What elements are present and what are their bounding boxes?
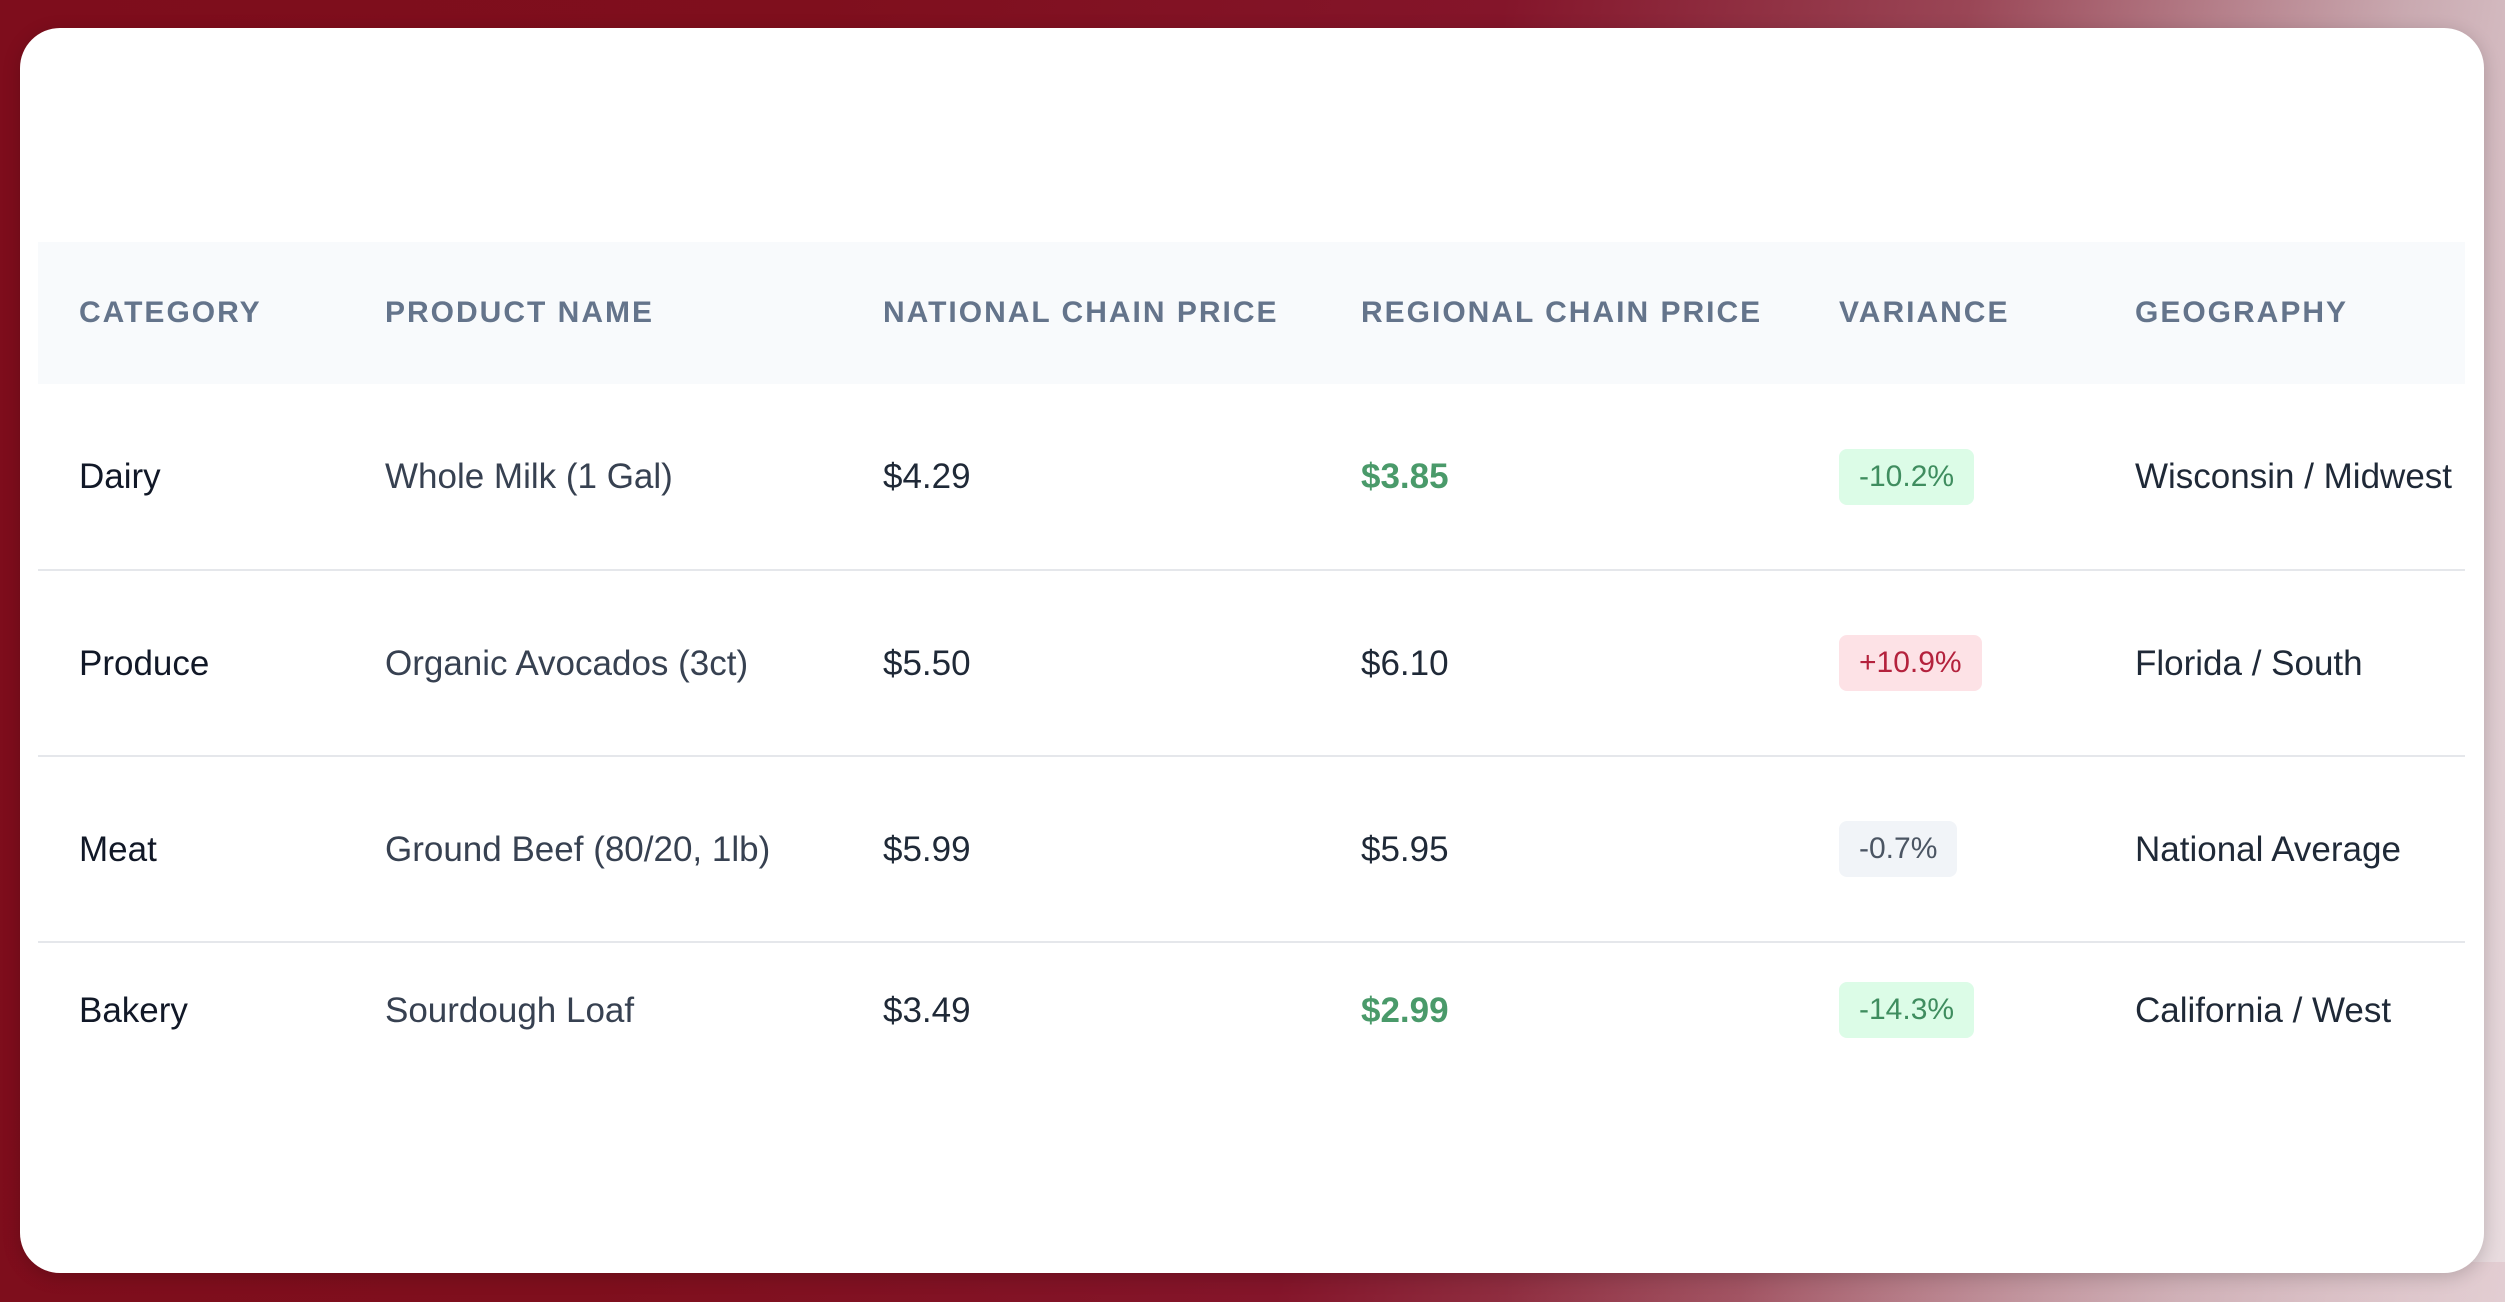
- column-header-regional-chain-price: REGIONAL CHAIN PRICE: [1361, 296, 1763, 329]
- column-header-variance: VARIANCE: [1839, 296, 2010, 329]
- price-comparison-table: CATEGORY PRODUCT NAME NATIONAL CHAIN PRI…: [38, 242, 2465, 1077]
- category-cell: Produce: [79, 643, 210, 683]
- category-cell: Meat: [79, 829, 157, 869]
- table-body: Dairy Whole Milk (1 Gal) $4.29 $3.85 -10…: [38, 384, 2465, 1077]
- column-header-national-chain-price: NATIONAL CHAIN PRICE: [883, 296, 1279, 329]
- variance-cell: -14.3%: [1798, 942, 2094, 1077]
- variance-badge: -14.3%: [1839, 982, 1975, 1038]
- national-price-cell: $5.50: [883, 643, 971, 683]
- variance-cell: +10.9%: [1798, 570, 2094, 756]
- national-price-cell: $5.99: [883, 829, 971, 869]
- product-name-cell: Ground Beef (80/20, 1lb): [385, 829, 771, 869]
- table-header: CATEGORY PRODUCT NAME NATIONAL CHAIN PRI…: [38, 242, 2465, 384]
- regional-price-cell: $2.99: [1361, 990, 1449, 1030]
- column-header-geography: GEOGRAPHY: [2135, 296, 2349, 329]
- product-name-cell: Organic Avocados (3ct): [385, 643, 749, 683]
- price-comparison-card: CATEGORY PRODUCT NAME NATIONAL CHAIN PRI…: [20, 28, 2484, 1273]
- regional-price-cell: $6.10: [1361, 643, 1449, 683]
- product-name-cell: Sourdough Loaf: [385, 990, 635, 1030]
- variance-badge: -10.2%: [1839, 448, 1975, 505]
- geography-cell: National Average: [2135, 829, 2401, 869]
- variance-cell: -0.7%: [1798, 756, 2094, 942]
- header-row: CATEGORY PRODUCT NAME NATIONAL CHAIN PRI…: [38, 242, 2465, 384]
- column-header-category: CATEGORY: [79, 296, 262, 329]
- geography-cell: Wisconsin / Midwest: [2135, 457, 2453, 496]
- regional-price-cell: $3.85: [1361, 457, 1449, 496]
- table-row: Bakery Sourdough Loaf $3.49 $2.99 -14.3%…: [38, 942, 2465, 1077]
- geography-cell: Florida / South: [2135, 643, 2363, 683]
- category-cell: Bakery: [79, 990, 188, 1030]
- variance-badge: +10.9%: [1839, 635, 1982, 691]
- product-name-cell: Whole Milk (1 Gal): [385, 457, 673, 496]
- table-row: Dairy Whole Milk (1 Gal) $4.29 $3.85 -10…: [38, 384, 2465, 570]
- category-cell: Dairy: [79, 457, 161, 496]
- table-row: Produce Organic Avocados (3ct) $5.50 $6.…: [38, 570, 2465, 756]
- variance-badge: -0.7%: [1839, 821, 1958, 877]
- national-price-cell: $3.49: [883, 990, 971, 1030]
- national-price-cell: $4.29: [883, 457, 971, 496]
- regional-price-cell: $5.95: [1361, 829, 1449, 869]
- geography-cell: California / West: [2135, 990, 2392, 1030]
- variance-cell: -10.2%: [1798, 384, 2094, 570]
- table-row: Meat Ground Beef (80/20, 1lb) $5.99 $5.9…: [38, 756, 2465, 942]
- column-header-product-name: PRODUCT NAME: [385, 296, 654, 329]
